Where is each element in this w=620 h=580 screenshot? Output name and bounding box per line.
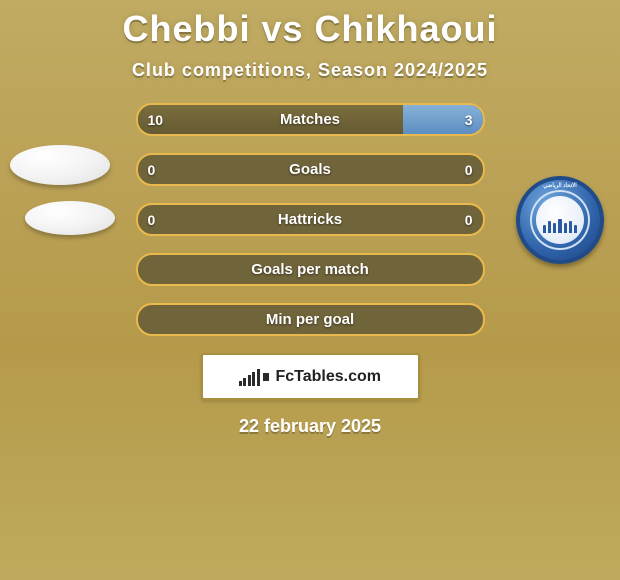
bar-left-value: 0 (148, 205, 156, 234)
stat-bar-goals: Goals0 0 (136, 153, 485, 186)
club-badge-left-2 (20, 168, 120, 268)
bar-label: Goals per match (138, 255, 483, 284)
usm-ring-text: الاتحاد الرياضي (520, 182, 599, 189)
club-badge-right: الاتحاد الرياضي (510, 170, 610, 270)
bar-label: Hattricks (138, 205, 483, 234)
bar-left-value: 0 (148, 155, 156, 184)
date-text: 22 february 2025 (0, 416, 620, 437)
bar-label: Matches (138, 105, 483, 134)
stat-bar-goals-per-match: Goals per match (136, 253, 485, 286)
arrow-icon (263, 373, 269, 381)
page-subtitle: Club competitions, Season 2024/2025 (0, 60, 620, 81)
attribution-box: FcTables.com (201, 353, 420, 400)
ellipse-icon (25, 201, 115, 235)
page-title: Chebbi vs Chikhaoui (0, 8, 620, 50)
bar-left-value: 10 (148, 105, 164, 134)
bar-right-value: 0 (465, 155, 473, 184)
usm-fort-icon (543, 207, 577, 233)
stat-bar-min-per-goal: Min per goal (136, 303, 485, 336)
bar-right-value: 0 (465, 205, 473, 234)
stat-bar-matches: Matches10 3 (136, 103, 485, 136)
bar-label: Goals (138, 155, 483, 184)
usm-badge-icon: الاتحاد الرياضي (516, 176, 604, 264)
bar-label: Min per goal (138, 305, 483, 334)
fctables-logo-icon (239, 368, 270, 386)
bar-right-value: 3 (465, 105, 473, 134)
attribution-text: FcTables.com (275, 368, 381, 386)
stat-bar-hattricks: Hattricks0 0 (136, 203, 485, 236)
